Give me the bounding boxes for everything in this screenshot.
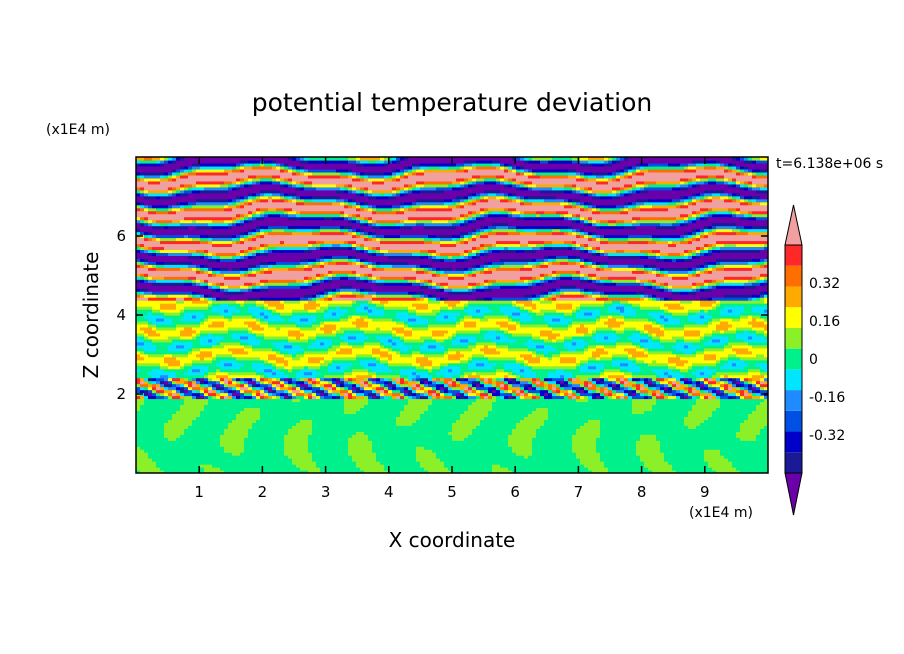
contour-field (136, 157, 769, 474)
chart-title: potential temperature deviation (252, 88, 652, 117)
plot-area (136, 157, 769, 474)
y-unit-label: (x1E4 m) (46, 122, 110, 138)
time-label: t=6.138e+06 s (776, 156, 883, 172)
